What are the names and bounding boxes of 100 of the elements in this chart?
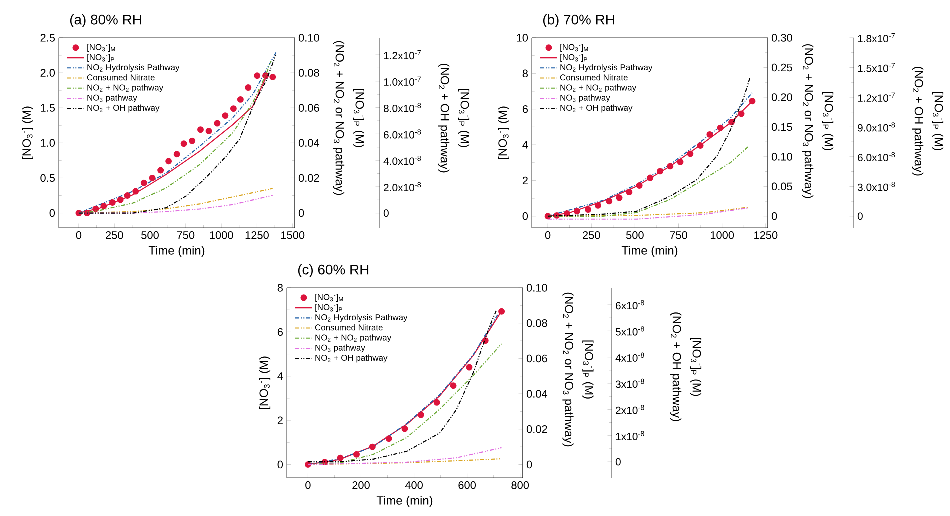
x-tick-label: 400 [405,482,423,490]
text: [NO$_{3}$$^{-}$]$_{P}$ (M) (NO$_{2}$ + NO$_{2}$ or NO$_{3}$ pathway) [562,292,594,447]
point [198,126,204,134]
y-tick-label: 1.0 [41,139,56,148]
legend-label: NO$_{2}$ + OH pathway [88,104,160,113]
text: [NO$_{3}$$^{-}$]$_{P}$ (M) (NO$_{2}$ + OH pathway) [912,67,944,176]
point [626,189,633,196]
point [337,454,344,462]
x-tick-label: 0 [545,232,551,240]
y-tick-label: 4 [522,141,528,149]
chart-title: (a) 80% RH [70,14,142,28]
legend-label: NO$_{2}$ Hydrolysis Pathway [88,64,180,72]
point [140,180,148,186]
y2-tick-label: 0 [772,212,778,220]
y3-tick-label: 6.0x10$^{-8}$ [384,130,422,139]
point [117,196,124,204]
y3-tick-label: 0 [858,212,863,220]
x-tick-label: 250 [106,232,124,240]
y3-tick-label: 1.8x10$^{-7}$ [858,33,896,43]
y3-tick-label: 2.0x10$^{-8}$ [384,182,422,192]
point [92,206,100,212]
y3-tick-label: 4x10$^{-8}$ [616,352,644,362]
x-tick-label: 1500 [282,232,305,240]
y2-tick-label: 0.25 [772,64,792,72]
y-tick-label: 0 [50,209,56,218]
point [237,96,244,103]
point [369,444,376,450]
text: [NO$_{3}$$^{-}$]$_{P}$ (M) (NO$_{2}$ + OH pathway) [438,64,470,173]
x-axis-title: Time (min) [148,246,205,258]
x-tick-label: 500 [626,232,644,240]
x-tick-label: 500 [142,232,159,240]
y2-tick-label: 0.02 [298,174,320,182]
y2-tick-label: 0 [298,209,304,218]
y2-tick-label: 0.10 [772,153,792,161]
point [749,98,756,105]
y3-tick-label: 1.0x10$^{-7}$ [384,76,422,86]
point [166,158,172,165]
point [706,131,714,138]
legend-label: NO$_{2}$ + OH pathway [316,354,388,363]
y3-tick-label: 6.0x10$^{-8}$ [858,152,896,162]
legend-label: NO$_{3}$ pathway [316,344,366,353]
point [616,194,623,202]
chart-title: (b) 70% RH [543,14,614,28]
legend-label: NO$_{3}$ pathway [88,94,138,103]
y3-tick-label: 1.2x10$^{-7}$ [858,92,896,102]
text: [NO$_{3}$$^{-}$]$_{P}$ (M) (NO$_{2}$ + NO$_{2}$ or NO$_{3}$ pathway) [802,44,834,198]
point [386,436,392,442]
legend-label: [NO$_{3}$$^{-}$]$_{P}$ [88,54,114,62]
point [677,158,684,166]
text: [NO$_{3}$$^{-}$]$_{P}$ (M) (NO$_{2}$ + NO$_{2}$ or NO$_{3}$ pathway) [333,41,364,196]
y2-tick-label: 0.20 [772,94,792,102]
y-tick-label: 8 [522,70,528,78]
y-tick-label: 2 [522,176,528,185]
y3-tick-label: 8.0x10$^{-8}$ [384,103,422,112]
y3-tick-label: 5x10$^{-8}$ [616,326,644,336]
y-tick-label: 6 [278,328,283,336]
legend-label: Consumed Nitrate [315,324,383,331]
legend-label: [NO$_{3}$$^{-}$]$_{M}$ [88,44,116,52]
point [667,163,674,170]
y3-tick-label: 1x10$^{-8}$ [616,431,644,440]
y-tick-label: 6 [522,105,528,114]
point [687,150,694,158]
y2-tick-label: 0.30 [772,34,792,42]
x-tick-label: 1000 [210,232,234,240]
y2-tick-label: 0.15 [772,123,792,132]
point [189,138,196,144]
point [647,174,654,182]
legend-label: NO$_{2}$ Hydrolysis Pathway [560,64,653,72]
legend-label: [NO$_{3}$$^{-}$]$_{P}$ [560,54,588,62]
point [254,72,261,80]
point [124,192,131,199]
point [149,174,156,182]
point [434,399,440,406]
point [697,142,704,149]
y-tick-label: 8 [278,284,283,292]
legend-label: NO$_{2}$ + NO$_{2}$ pathway [88,84,164,92]
x-tick-label: 1250 [246,232,269,240]
y3-tick-label: 3.0x10$^{-8}$ [858,182,896,192]
x-tick-label: 750 [177,232,195,240]
point [132,188,140,195]
y3-tick-label: 4.0x10$^{-8}$ [384,156,422,166]
y3-tick-label: 6x10$^{-8}$ [616,300,644,310]
legend-label: NO$_{2}$ + NO$_{2}$ pathway [560,84,637,92]
x-tick-label: 0 [306,482,311,490]
y2-tick-label: 0.06 [298,104,320,112]
y2-tick-label: 0.02 [526,426,548,434]
legend-label: NO$_{2}$ + OH pathway [560,104,633,113]
y-tick-label: 2.5 [40,34,56,42]
y3-tick-label: 1.5x10$^{-7}$ [858,63,896,72]
x-tick-label: 1000 [710,232,734,240]
y2-tick-label: 0.04 [526,390,548,398]
x-tick-label: 200 [352,482,370,490]
y-tick-label: 2 [278,416,283,424]
point [158,167,164,174]
legend-label: Consumed Nitrate [560,74,628,81]
point [418,412,424,418]
y-tick-label: 1.5 [41,104,56,112]
legend-label: NO$_{2}$ + NO$_{2}$ pathway [316,334,392,342]
point [606,198,613,205]
point [466,364,473,371]
